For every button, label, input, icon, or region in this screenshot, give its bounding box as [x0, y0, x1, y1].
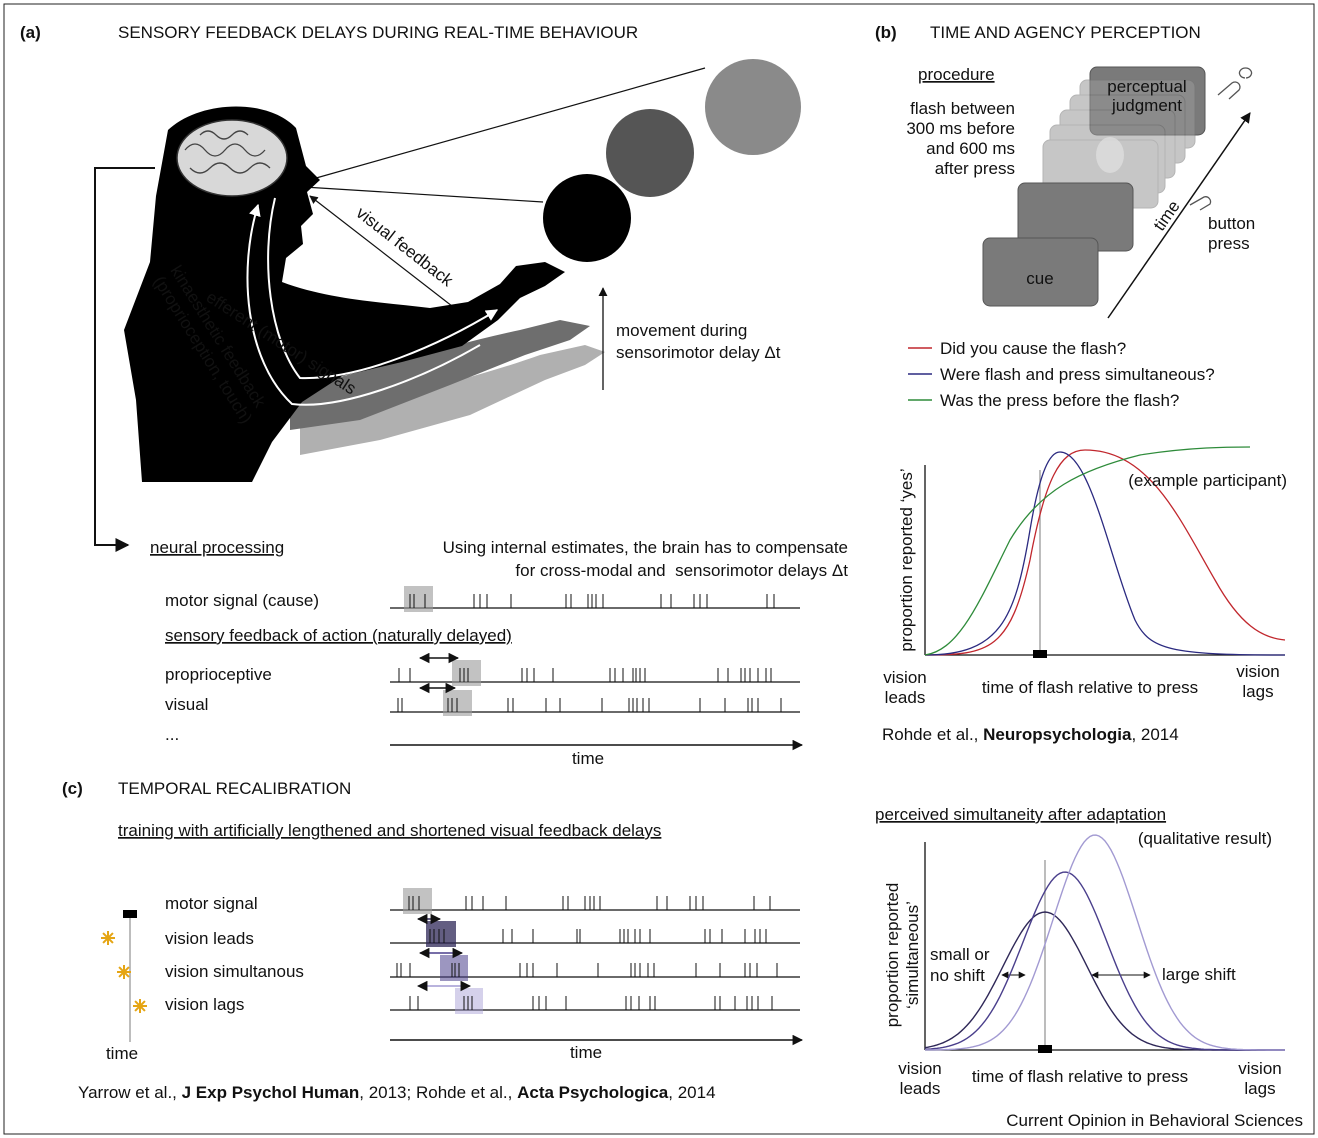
- delay-box: [403, 888, 432, 914]
- procedure-note: after press: [935, 159, 1015, 178]
- legend-label: Was the press before the flash?: [940, 391, 1179, 410]
- delay-box: [452, 660, 481, 686]
- row-label: ...: [165, 725, 179, 744]
- card-text: judgment: [1111, 96, 1182, 115]
- section-heading: perceived simultaneity after adaptation: [875, 805, 1166, 824]
- delay-box: [440, 955, 468, 981]
- axis-label: ‘simultaneous’: [903, 901, 922, 1009]
- section-heading: sensory feedback of action (naturally de…: [165, 626, 512, 645]
- citation-part: J Exp Psychol Human: [182, 1083, 360, 1102]
- axis-label: time of flash relative to press: [982, 678, 1198, 697]
- citation-part: , 2014: [1131, 725, 1178, 744]
- panel-title: TEMPORAL RECALIBRATION: [118, 779, 351, 798]
- note: Using internal estimates, the brain has …: [443, 538, 848, 557]
- axis-label: vision: [1236, 662, 1279, 681]
- citation-part: Acta Psychologica: [517, 1083, 669, 1102]
- ball-now: [543, 174, 631, 262]
- annotation: sensorimotor delay Δt: [616, 343, 781, 362]
- annotation: large shift: [1162, 965, 1236, 984]
- flash: [1096, 137, 1124, 173]
- axis-label: leads: [900, 1079, 941, 1098]
- procedure-note: flash between: [910, 99, 1015, 118]
- axis-label: proportion reported ‘yes’: [897, 468, 916, 651]
- citation-part: Rohde et al.,: [882, 725, 983, 744]
- panel-title: TIME AND AGENCY PERCEPTION: [930, 23, 1201, 42]
- annotation: small or: [930, 945, 990, 964]
- section-heading: procedure: [918, 65, 995, 84]
- graph-note: (qualitative result): [1138, 829, 1272, 848]
- card-text: perceptual: [1107, 77, 1186, 96]
- panel-label: (c): [62, 779, 83, 798]
- row-label: vision leads: [165, 929, 254, 948]
- citation: Yarrow et al., J Exp Psychol Human, 2013…: [78, 1083, 716, 1102]
- brain: [177, 120, 287, 196]
- button-icon: [1033, 650, 1047, 658]
- row-label: vision lags: [165, 995, 244, 1014]
- row-label: motor signal (cause): [165, 591, 319, 610]
- row-label: proprioceptive: [165, 665, 272, 684]
- axis-label: vision: [1238, 1059, 1281, 1078]
- annotation: visual feedback: [353, 203, 457, 290]
- row-label: motor signal: [165, 894, 258, 913]
- axis-label: lags: [1244, 1079, 1275, 1098]
- axis-label: time: [570, 1043, 602, 1062]
- procedure-note: press: [1208, 234, 1250, 253]
- curve: [925, 835, 1285, 1050]
- panel-title: SENSORY FEEDBACK DELAYS DURING REAL-TIME…: [118, 23, 638, 42]
- graph-note: (example participant): [1128, 471, 1287, 490]
- annotation: no shift: [930, 966, 985, 985]
- citation-part: Neuropsychologia: [983, 725, 1132, 744]
- delay-box: [404, 586, 433, 612]
- ball-late: [705, 59, 801, 155]
- ball-mid: [606, 109, 694, 197]
- row-label: vision simultanous: [165, 962, 304, 981]
- procedure-note: button: [1208, 214, 1255, 233]
- figure: (a) SENSORY FEEDBACK DELAYS DURING REAL-T…: [0, 0, 1318, 1138]
- section-heading: training with artificially lengthened an…: [118, 821, 661, 840]
- axis-label: vision: [883, 668, 926, 687]
- axis-label: time of flash relative to press: [972, 1067, 1188, 1086]
- citation-part: , 2014: [668, 1083, 715, 1102]
- footer: Current Opinion in Behavioral Sciences: [1006, 1111, 1303, 1130]
- panel-label: (a): [20, 23, 41, 42]
- hand-icon: [1190, 197, 1211, 210]
- citation: Rohde et al., Neuropsychologia, 2014: [882, 725, 1179, 744]
- hand-icon: [1218, 68, 1252, 99]
- panel-label: (b): [875, 23, 897, 42]
- sight-line: [304, 187, 543, 202]
- delay-box: [455, 988, 483, 1014]
- axis-label: leads: [885, 688, 926, 707]
- axis-label: time: [106, 1044, 138, 1063]
- section-heading: neural processing: [150, 538, 284, 557]
- button-icon: [123, 910, 137, 918]
- legend-label: Did you cause the flash?: [940, 339, 1126, 358]
- citation-part: Yarrow et al.,: [78, 1083, 182, 1102]
- procedure-note: 300 ms before: [906, 119, 1015, 138]
- annotation: movement during: [616, 321, 747, 340]
- procedure-note: and 600 ms: [926, 139, 1015, 158]
- row-label: visual: [165, 695, 208, 714]
- axis-label: vision: [898, 1059, 941, 1078]
- button-icon: [1038, 1045, 1052, 1053]
- card-text: cue: [1026, 269, 1053, 288]
- axis-label: lags: [1242, 682, 1273, 701]
- citation-part: , 2013; Rohde et al.,: [359, 1083, 517, 1102]
- axis-label: time: [572, 749, 604, 768]
- note: for cross-modal and sensorimotor delays …: [515, 561, 848, 580]
- legend-label: Were flash and press simultaneous?: [940, 365, 1215, 384]
- axis-label: proportion reported: [883, 883, 902, 1028]
